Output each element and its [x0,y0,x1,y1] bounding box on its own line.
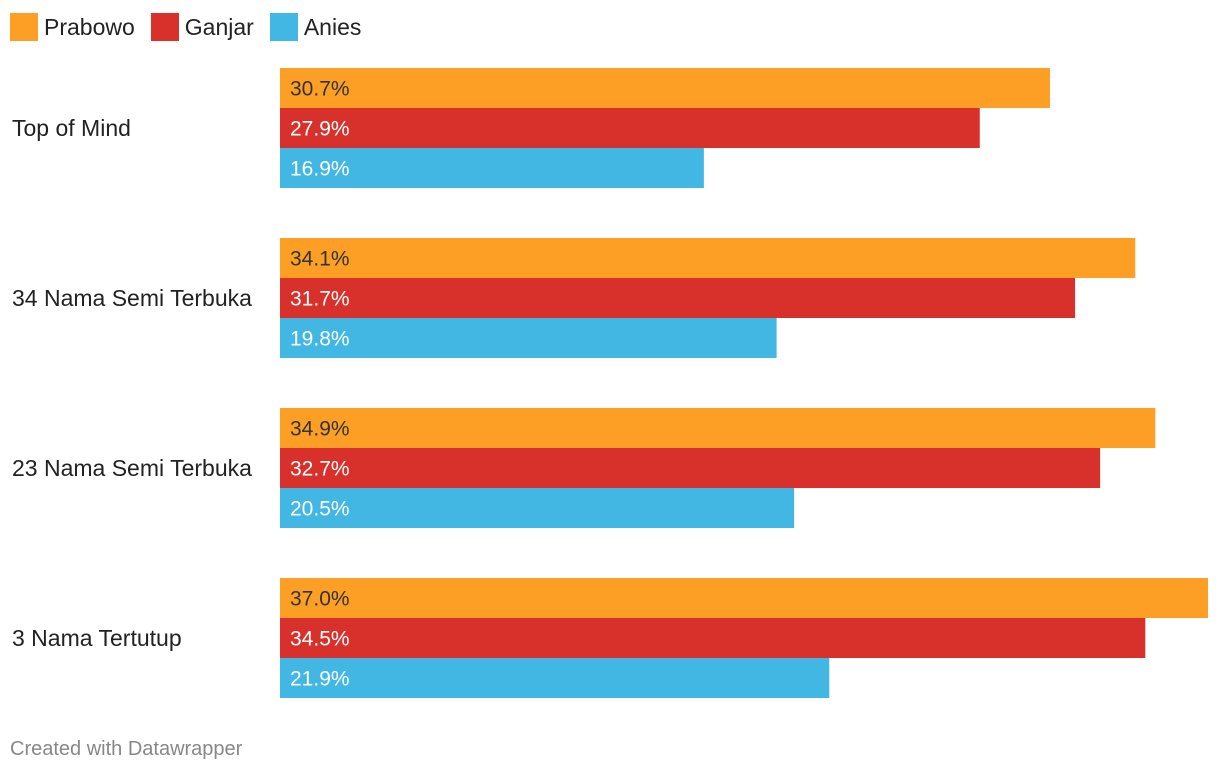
legend-label-anies: Anies [303,13,362,40]
bar-prabowo-34-nama-semi-terbuka [280,238,1136,278]
bar-prabowo-23-nama-semi-terbuka [280,408,1156,448]
category-label-top-of-mind: Top of Mind [12,115,131,141]
bar-chart: Top of Mind 30.7% 27.9% 16.9% 34 Nama Semi T… [12,68,1208,698]
value-label-prabowo-34-nama-semi-terbuka: 34.1% [290,248,350,271]
value-label-ganjar-23-nama-semi-terbuka: 32.7% [290,458,350,481]
bar-prabowo-3-nama-tertutup [280,578,1208,618]
value-label-anies-3-nama-tertutup: 21.9% [290,668,350,691]
chart-legend: Prabowo Ganjar Anies [10,12,377,42]
bar-ganjar-top-of-mind [280,108,980,148]
legend-swatch-prabowo [10,13,38,41]
value-label-anies-34-nama-semi-terbuka: 19.8% [290,328,350,351]
bar-anies-23-nama-semi-terbuka [280,488,795,528]
legend-label-ganjar: Ganjar [184,13,254,40]
value-label-prabowo-23-nama-semi-terbuka: 34.9% [290,418,350,441]
value-label-prabowo-3-nama-tertutup: 37.0% [290,588,350,611]
category-label-23-nama-semi-terbuka: 23 Nama Semi Terbuka [12,455,252,481]
legend-item-ganjar: Ganjar [150,13,254,41]
legend-item-anies: Anies [269,13,362,41]
bar-ganjar-23-nama-semi-terbuka [280,448,1101,488]
bar-anies-3-nama-tertutup [280,658,830,698]
value-label-anies-top-of-mind: 16.9% [290,158,350,181]
bar-prabowo-top-of-mind [280,68,1050,108]
legend-swatch-ganjar [150,13,179,41]
bar-anies-34-nama-semi-terbuka [280,318,777,358]
datawrapper-credit: Created with Datawrapper [10,738,243,760]
bar-ganjar-3-nama-tertutup [280,618,1146,658]
value-label-ganjar-top-of-mind: 27.9% [290,118,350,141]
value-label-anies-23-nama-semi-terbuka: 20.5% [290,498,350,521]
value-label-ganjar-3-nama-tertutup: 34.5% [290,628,350,651]
legend-item-prabowo: Prabowo [10,13,135,41]
value-label-prabowo-top-of-mind: 30.7% [290,78,350,101]
bar-anies-top-of-mind [280,148,704,188]
legend-label-prabowo: Prabowo [44,13,135,40]
legend-swatch-anies [269,13,298,41]
category-label-3-nama-tertutup: 3 Nama Tertutup [12,625,182,651]
bar-ganjar-34-nama-semi-terbuka [280,278,1076,318]
value-label-ganjar-34-nama-semi-terbuka: 31.7% [290,288,350,311]
category-label-34-nama-semi-terbuka: 34 Nama Semi Terbuka [12,285,252,311]
